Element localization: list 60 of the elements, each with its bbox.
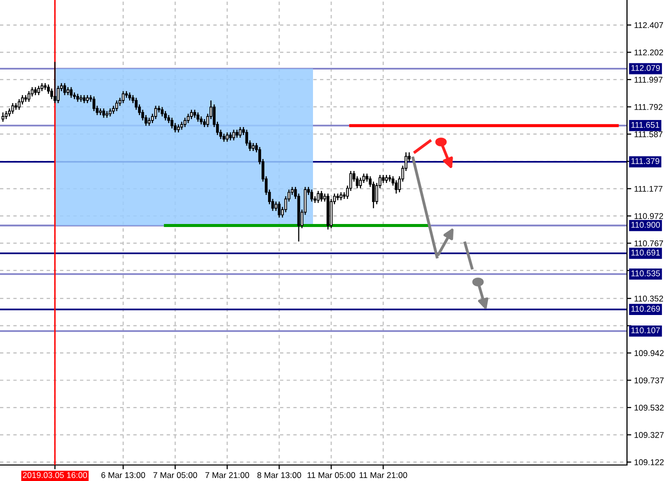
y-tick-label: 109.532 <box>634 404 664 411</box>
candlestick <box>102 108 106 118</box>
y-tick-label: 111.997 <box>634 76 662 83</box>
candlestick <box>274 201 278 212</box>
x-tick-label: 8 Mar 13:00 <box>257 472 302 478</box>
candlestick <box>28 90 30 102</box>
candlestick <box>122 90 125 104</box>
ref-line-label: 110.107 <box>631 327 660 334</box>
ref-line-label: 111.651 <box>631 122 660 128</box>
candlestick <box>154 105 158 120</box>
y-tick-label: 110.767 <box>634 240 664 246</box>
x-tick-label: 7 Mar 21:00 <box>205 472 250 478</box>
y-tick-label: 110.352 <box>634 296 664 302</box>
candlestick <box>164 110 167 121</box>
y-tick-label: 111.177 <box>634 186 662 192</box>
ref-line-label: 110.900 <box>631 222 660 228</box>
x-tick-label: 7 Mar 05:00 <box>153 472 198 478</box>
ref-line-label: 111.379 <box>631 158 660 164</box>
candlestick <box>63 82 66 96</box>
y-tick-label: 110.972 <box>634 213 664 220</box>
candlestick <box>238 126 242 138</box>
candlestick <box>394 180 398 194</box>
candlestick <box>359 177 362 189</box>
y-tick-label: 111.587 <box>634 131 662 138</box>
x-tick-label: 11 Mar 21:00 <box>360 472 408 478</box>
candlestick <box>11 102 14 114</box>
y-tick-label: 109.327 <box>634 432 664 438</box>
x-tick-label: 6 Mar 13:00 <box>101 472 146 478</box>
candlestick <box>342 192 346 200</box>
ref-line-label: 110.535 <box>631 270 660 276</box>
candlestick <box>316 190 320 204</box>
candlestick <box>92 96 96 112</box>
candlestick <box>70 86 73 98</box>
x-tick-label: 11 Mar 05:00 <box>308 472 356 478</box>
ref-line-label: 110.691 <box>631 250 660 256</box>
candlestick <box>190 109 193 120</box>
y-tick-label: 109.122 <box>634 459 664 466</box>
candlestick <box>232 129 236 141</box>
candlestick <box>18 98 21 110</box>
x-tick-label: 2019.03.05 16:00 <box>22 472 88 478</box>
candlestick <box>186 113 190 124</box>
candlestick <box>310 189 314 202</box>
candlestick <box>336 193 340 201</box>
candlestick <box>184 117 186 128</box>
y-tick-label: 109.737 <box>634 377 664 384</box>
ref-line-label: 110.269 <box>631 306 660 312</box>
y-tick-label: 112.202 <box>634 49 664 56</box>
y-tick-label: 111.792 <box>634 104 662 110</box>
candlestick <box>226 132 229 142</box>
candlestick <box>37 85 40 96</box>
candlestick <box>115 100 118 112</box>
candlestick <box>320 190 323 202</box>
y-tick-label: 109.942 <box>634 350 664 356</box>
candlestick <box>54 61 56 104</box>
ref-line-label: 112.079 <box>631 64 660 71</box>
candlestick <box>170 117 174 129</box>
candlestick <box>278 201 281 218</box>
candlestick <box>196 112 200 122</box>
y-tick-label: 112.407 <box>634 22 664 28</box>
candlestick <box>2 112 4 122</box>
